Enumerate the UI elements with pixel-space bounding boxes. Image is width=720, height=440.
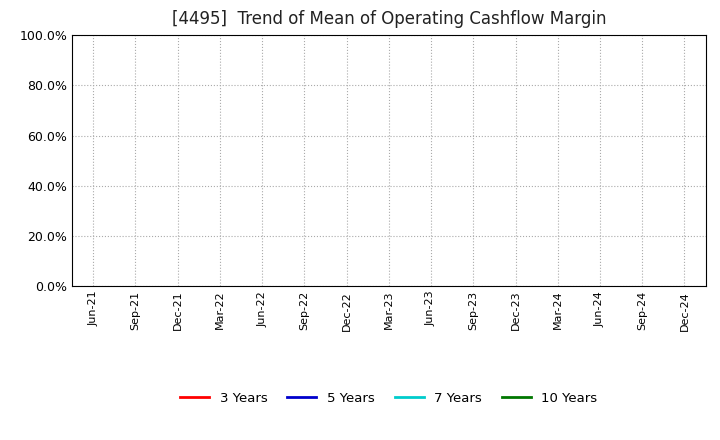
Title: [4495]  Trend of Mean of Operating Cashflow Margin: [4495] Trend of Mean of Operating Cashfl… [171, 10, 606, 28]
Legend: 3 Years, 5 Years, 7 Years, 10 Years: 3 Years, 5 Years, 7 Years, 10 Years [175, 386, 603, 410]
